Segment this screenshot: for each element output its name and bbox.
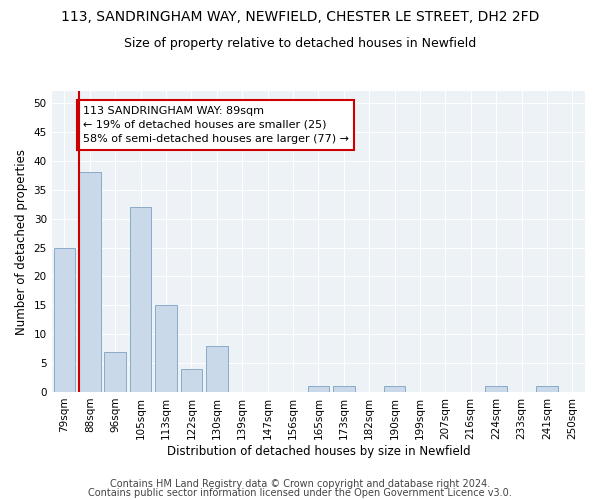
Text: Contains public sector information licensed under the Open Government Licence v3: Contains public sector information licen…	[88, 488, 512, 498]
X-axis label: Distribution of detached houses by size in Newfield: Distribution of detached houses by size …	[167, 444, 470, 458]
Bar	[333, 386, 355, 392]
Bar	[104, 352, 126, 392]
Bar	[536, 386, 557, 392]
Bar	[181, 369, 202, 392]
Bar	[155, 306, 177, 392]
Bar	[308, 386, 329, 392]
Bar	[130, 207, 151, 392]
Y-axis label: Number of detached properties: Number of detached properties	[15, 148, 28, 334]
Bar	[384, 386, 406, 392]
Text: 113 SANDRINGHAM WAY: 89sqm
← 19% of detached houses are smaller (25)
58% of semi: 113 SANDRINGHAM WAY: 89sqm ← 19% of deta…	[83, 106, 349, 144]
Bar	[485, 386, 507, 392]
Bar	[53, 248, 75, 392]
Bar	[206, 346, 227, 392]
Bar	[79, 172, 101, 392]
Text: 113, SANDRINGHAM WAY, NEWFIELD, CHESTER LE STREET, DH2 2FD: 113, SANDRINGHAM WAY, NEWFIELD, CHESTER …	[61, 10, 539, 24]
Text: Size of property relative to detached houses in Newfield: Size of property relative to detached ho…	[124, 38, 476, 51]
Text: Contains HM Land Registry data © Crown copyright and database right 2024.: Contains HM Land Registry data © Crown c…	[110, 479, 490, 489]
